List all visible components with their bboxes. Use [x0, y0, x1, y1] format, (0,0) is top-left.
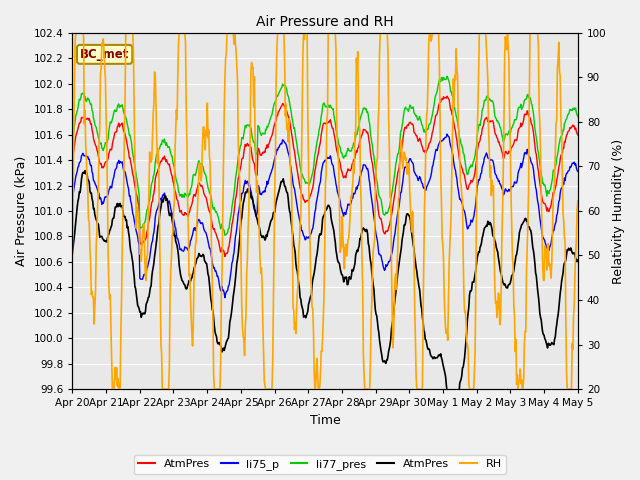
X-axis label: Time: Time [310, 414, 340, 427]
Title: Air Pressure and RH: Air Pressure and RH [256, 15, 394, 29]
Legend: AtmPres, li75_p, li77_pres, AtmPres, RH: AtmPres, li75_p, li77_pres, AtmPres, RH [134, 455, 506, 474]
Text: BC_met: BC_met [80, 48, 129, 61]
Y-axis label: Air Pressure (kPa): Air Pressure (kPa) [15, 156, 28, 266]
Y-axis label: Relativity Humidity (%): Relativity Humidity (%) [612, 138, 625, 284]
